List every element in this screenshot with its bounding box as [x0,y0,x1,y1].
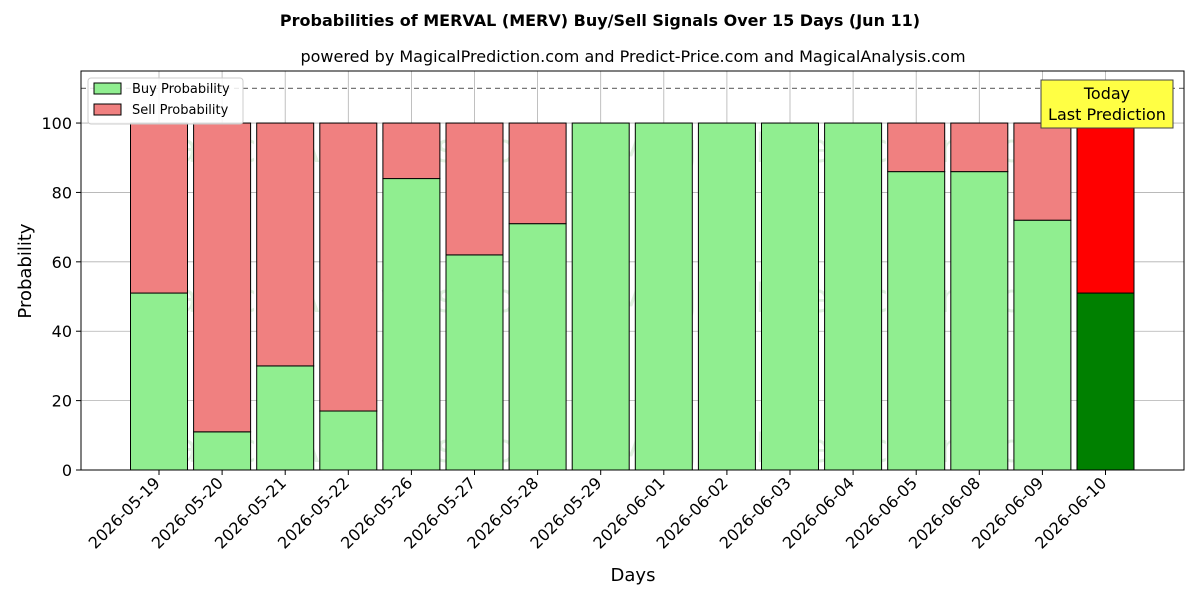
y-tick-label: 20 [52,392,72,411]
bar-buy [761,122,819,471]
annotation-line-1: Today [1083,84,1130,103]
bar-sell [1013,122,1072,221]
legend-label: Buy Probability [132,82,230,97]
plot-frame [80,70,1185,471]
bar-sell [193,122,252,433]
y-tick-label: 100 [41,114,72,133]
chart-title: Probabilities of MERVAL (MERV) Buy/Sell … [280,11,920,30]
annotation-box [1040,79,1174,129]
y-tick-label: 80 [52,183,72,202]
bar-buy [1076,292,1135,471]
y-tick-label: 60 [52,253,72,272]
bar-sell [319,122,378,412]
bar-buy [319,410,378,471]
bar-buy [193,431,252,471]
bar-sell [508,122,567,225]
legend-box [87,77,244,125]
bar-buy [697,122,756,471]
y-tick-label: 0 [62,461,72,480]
bar-buy [1013,219,1072,471]
bar-buy [445,254,504,471]
bar-sell [256,122,315,367]
bar-buy [508,223,567,471]
x-axis-ticks: 2026-05-192026-05-202026-05-212026-05-22… [85,470,1110,553]
legend-label: Sell Probability [132,103,229,118]
bar-buy [887,171,946,471]
bar-buy [256,365,315,471]
bar-buy [382,178,441,471]
bar-buy [824,122,883,471]
today-annotation: Today Last Prediction [1040,79,1174,129]
annotation-line-2: Last Prediction [1048,105,1166,124]
bar-sell [950,122,1009,173]
bar-sell [382,122,441,180]
y-axis-ticks: 0 20 40 60 80 100 [41,114,81,480]
bar-sell [130,122,188,294]
bar-buy [634,122,693,471]
x-axis-label: Days [611,565,656,586]
bar-sell [445,122,504,256]
bar-buy [571,122,630,471]
bars [130,122,1135,471]
bar-sell [1076,122,1135,294]
legend-swatch [93,103,122,116]
legend-swatch [93,82,122,95]
bar-sell [887,122,946,173]
bar-buy [950,171,1009,471]
bar-buy [130,292,188,471]
y-tick-label: 40 [52,322,72,341]
legend: Buy Probability Sell Probability [87,77,244,125]
y-axis-label: Probability [15,223,36,318]
chart-subtitle: powered by MagicalPrediction.com and Pre… [300,47,965,66]
